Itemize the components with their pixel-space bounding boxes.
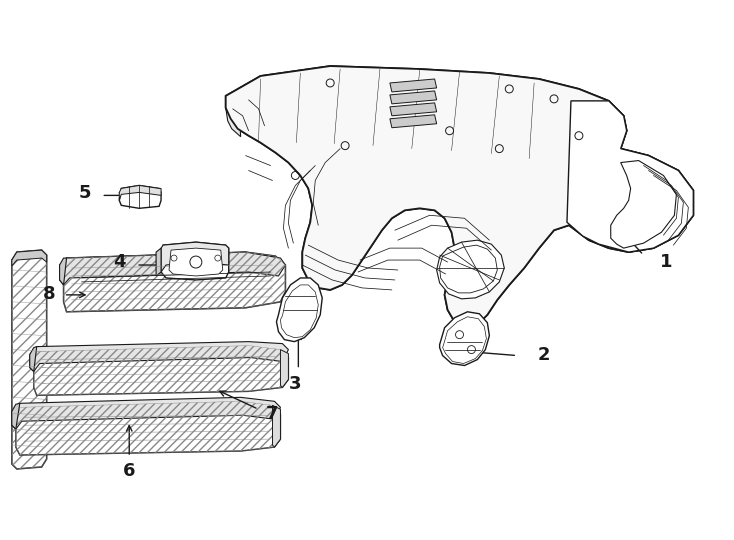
Text: 5: 5 — [79, 184, 91, 202]
Polygon shape — [443, 317, 487, 363]
Polygon shape — [390, 91, 437, 104]
Polygon shape — [390, 79, 437, 92]
Text: 1: 1 — [660, 253, 672, 271]
Polygon shape — [437, 240, 504, 299]
Polygon shape — [567, 101, 694, 252]
Polygon shape — [12, 250, 47, 266]
Polygon shape — [30, 347, 37, 372]
Polygon shape — [277, 278, 322, 342]
Polygon shape — [611, 160, 677, 248]
Polygon shape — [120, 185, 161, 200]
Polygon shape — [440, 312, 490, 366]
Polygon shape — [226, 66, 694, 328]
Polygon shape — [390, 103, 437, 116]
Polygon shape — [161, 242, 229, 272]
Polygon shape — [120, 185, 161, 208]
Polygon shape — [272, 406, 280, 447]
Polygon shape — [226, 66, 694, 328]
Polygon shape — [34, 346, 288, 395]
Text: 4: 4 — [113, 253, 126, 271]
Polygon shape — [440, 245, 498, 293]
Polygon shape — [226, 96, 241, 137]
Polygon shape — [12, 250, 47, 469]
Polygon shape — [280, 349, 288, 387]
Polygon shape — [64, 252, 286, 312]
Polygon shape — [280, 285, 319, 338]
Polygon shape — [30, 342, 288, 372]
Polygon shape — [161, 242, 229, 280]
Polygon shape — [390, 115, 437, 128]
Polygon shape — [16, 401, 280, 455]
Text: 6: 6 — [123, 462, 136, 480]
Text: 7: 7 — [266, 405, 279, 423]
Polygon shape — [169, 248, 222, 276]
Polygon shape — [59, 258, 67, 285]
Polygon shape — [12, 397, 280, 429]
Polygon shape — [59, 252, 286, 285]
Polygon shape — [156, 248, 161, 276]
Polygon shape — [12, 403, 20, 429]
Text: 2: 2 — [538, 346, 550, 363]
Text: 8: 8 — [43, 285, 56, 303]
Text: 3: 3 — [289, 375, 302, 394]
